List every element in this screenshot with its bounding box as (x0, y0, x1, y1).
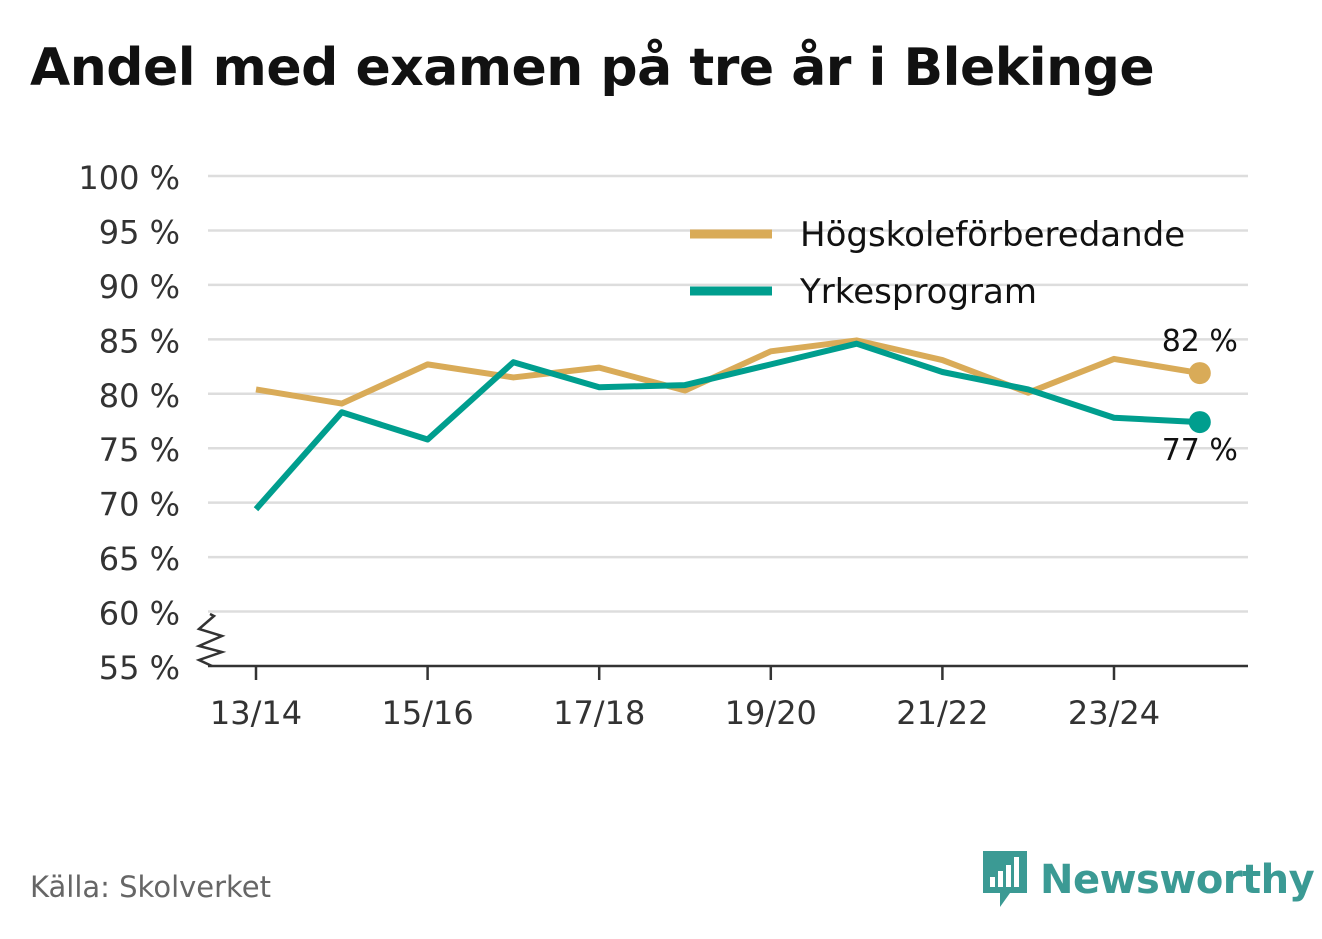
y-tick-label: 95 % (99, 213, 180, 251)
legend-label: Yrkesprogram (799, 272, 1037, 312)
legend: Högskoleförberedande Yrkesprogram (690, 215, 1185, 312)
y-tick-label: 55 % (99, 649, 180, 687)
y-axis-tick-labels: 55 % 60 % 65 % 70 % 75 % 80 % 85 % 90 % 95 % 100 … (78, 159, 180, 687)
x-tick-label: 17/18 (553, 694, 645, 732)
y-tick-label: 100 % (78, 159, 180, 197)
newsworthy-logo-icon (983, 851, 1027, 907)
series-end-point (1188, 411, 1211, 434)
gridlines (208, 174, 1248, 613)
y-tick-label: 90 % (99, 268, 180, 306)
series-line (253, 340, 1200, 512)
series-line (255, 337, 1201, 407)
x-axis-tick-labels: 13/14 15/16 17/18 19/20 21/22 23/24 (210, 694, 1160, 732)
series-lines: 82 % 77 % (253, 324, 1238, 512)
series-end-label: 82 % (1162, 324, 1238, 359)
y-tick-label: 65 % (99, 540, 180, 578)
brand-name: Newsworthy (1040, 857, 1315, 903)
y-tick-label: 85 % (99, 322, 180, 360)
x-tick-label: 19/20 (725, 694, 817, 732)
x-tick-label: 23/24 (1068, 694, 1160, 732)
chart-title: Andel med examen på tre år i Blekinge (30, 38, 1155, 98)
x-tick-label: 21/22 (896, 694, 988, 732)
y-tick-label: 70 % (99, 486, 180, 524)
series-end-label: 77 % (1162, 433, 1238, 468)
y-tick-label: 80 % (99, 377, 180, 415)
legend-label: Högskoleförberedande (800, 215, 1185, 255)
y-tick-label: 75 % (99, 431, 180, 469)
series-end-point (1188, 362, 1211, 385)
brand-logo: Newsworthy (980, 848, 1315, 912)
x-tick-label: 15/16 (381, 694, 473, 732)
axis-break-icon (195, 612, 227, 668)
x-tick-label: 13/14 (210, 694, 302, 732)
source-note: Källa: Skolverket (30, 870, 272, 904)
y-tick-label: 60 % (99, 595, 180, 633)
x-axis (195, 612, 1248, 680)
